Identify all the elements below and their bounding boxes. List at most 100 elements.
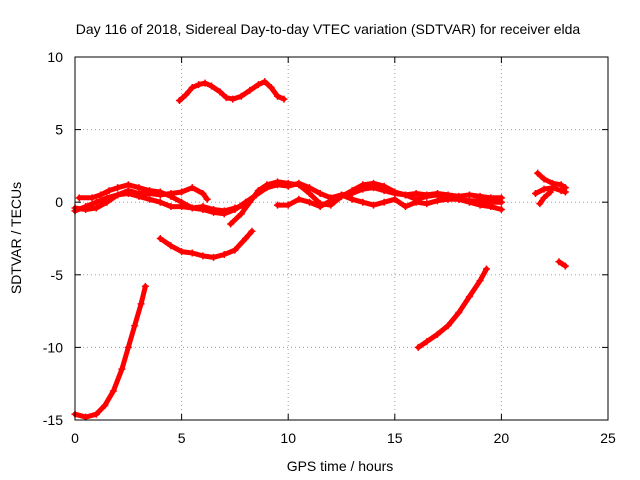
data-point <box>465 198 473 206</box>
data-point <box>109 387 117 395</box>
data-point <box>455 309 463 317</box>
data-point <box>124 189 132 197</box>
data-point <box>92 410 100 418</box>
data-point <box>101 401 109 409</box>
data-point <box>433 330 441 338</box>
data-point <box>380 198 388 206</box>
points-arc-g <box>156 227 256 261</box>
points-arc-i <box>414 265 490 351</box>
data-point <box>131 322 139 330</box>
grid <box>75 57 608 420</box>
data-point <box>75 194 83 202</box>
data-point <box>114 191 122 199</box>
data-point <box>178 188 186 196</box>
data-point <box>167 203 175 211</box>
data-point <box>105 187 113 195</box>
data-point <box>220 210 228 218</box>
y-tick-label: -15 <box>43 412 63 428</box>
data-point <box>203 195 211 203</box>
y-tick-label: 5 <box>55 122 63 138</box>
data-point <box>284 179 292 187</box>
data-point <box>455 195 463 203</box>
data-point <box>199 205 207 213</box>
data-point <box>316 189 324 197</box>
data-point <box>231 205 239 213</box>
data-point <box>210 208 218 216</box>
series-arc-e <box>275 192 504 212</box>
y-axis-label: SDTVAR / TECUs <box>8 182 24 294</box>
data-point <box>465 293 473 301</box>
data-point <box>229 95 237 103</box>
data-point <box>178 203 186 211</box>
data-point <box>540 194 548 202</box>
points-arc-f <box>175 78 288 105</box>
data-point <box>167 242 175 250</box>
data-point <box>414 343 422 351</box>
x-tick-label: 15 <box>387 430 403 446</box>
x-tick-label: 10 <box>280 430 296 446</box>
data-point <box>210 253 218 261</box>
data-point <box>222 94 230 102</box>
x-tick-label: 5 <box>178 430 186 446</box>
points-arc-l <box>536 188 554 208</box>
data-point <box>156 188 164 196</box>
data-point <box>242 235 250 242</box>
data-point <box>188 83 196 91</box>
data-point <box>348 187 356 195</box>
data-point <box>188 184 196 192</box>
data-point <box>237 92 245 100</box>
data-point <box>369 179 377 187</box>
data-point <box>124 181 132 189</box>
data-point <box>182 91 190 99</box>
data-point <box>274 201 282 209</box>
x-tick-label: 25 <box>600 430 616 446</box>
data-point <box>540 175 548 183</box>
data-point <box>423 192 431 200</box>
data-point <box>227 220 235 228</box>
data-point <box>476 201 484 209</box>
data-point <box>231 246 239 254</box>
data-point <box>188 249 196 257</box>
data-point <box>146 195 154 203</box>
data-point <box>237 210 245 218</box>
data-point <box>167 192 175 200</box>
x-axis-label: GPS time / hours <box>287 458 394 474</box>
data-point <box>263 181 271 189</box>
data-point <box>141 282 149 290</box>
y-tick-label: 10 <box>47 49 63 65</box>
data-point <box>199 252 207 260</box>
y-tick-label: -10 <box>43 339 63 355</box>
data-point <box>295 181 303 189</box>
data-point <box>178 248 186 256</box>
data-point <box>254 187 262 195</box>
data-point <box>216 88 224 96</box>
data-point <box>246 198 254 206</box>
data-point <box>476 277 484 285</box>
data-point <box>444 195 452 203</box>
points-arc-j <box>534 169 569 192</box>
data-point <box>497 205 505 213</box>
data-point <box>561 262 569 270</box>
data-point <box>220 250 228 258</box>
x-tick-label: 0 <box>71 430 79 446</box>
data-point <box>199 189 207 197</box>
data-point <box>482 265 490 273</box>
data-point <box>248 227 256 235</box>
data-point <box>135 192 143 200</box>
data-point <box>380 182 388 190</box>
data-point <box>267 83 275 91</box>
data-point <box>156 198 164 206</box>
points-arc-k <box>532 184 569 197</box>
data-point <box>391 188 399 196</box>
data-point <box>557 187 565 195</box>
data-point <box>369 201 377 209</box>
data-point <box>306 189 314 197</box>
data-point <box>295 195 303 203</box>
data-point <box>401 203 409 211</box>
series-arc-i <box>415 266 489 350</box>
data-point <box>444 322 452 330</box>
ticks <box>74 56 609 421</box>
data-point <box>207 82 215 90</box>
